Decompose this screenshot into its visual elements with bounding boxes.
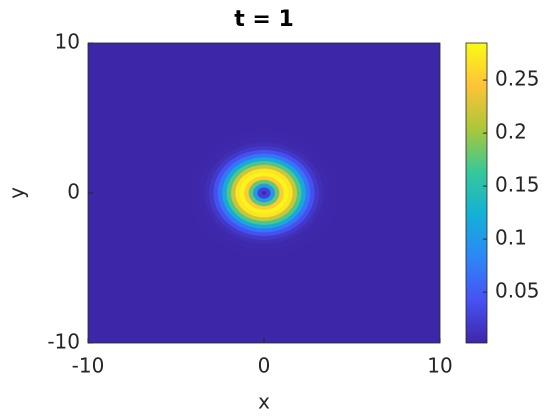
colorbar-tick-label: 0.15 [495,173,540,197]
colorbar-tick-label: 0.1 [495,226,527,250]
field-ring [261,191,267,195]
plot-area [88,43,440,343]
y-axis-label: y [5,187,29,199]
chart-title: t = 1 [234,7,294,32]
colorbar-tick-label: 0.25 [495,67,540,91]
x-axis-label: x [258,390,270,414]
colorbar-tick-label: 0.2 [495,120,527,144]
y-tick-label: 10 [55,30,80,54]
x-tick-label: 10 [427,354,452,378]
y-tick-label: 0 [67,180,80,204]
y-tick-label: -10 [47,330,80,354]
x-tick-label: -10 [72,354,105,378]
x-tick-label: 0 [258,354,271,378]
colorbar [465,42,488,344]
colorbar-tick-label: 0.05 [495,279,540,303]
